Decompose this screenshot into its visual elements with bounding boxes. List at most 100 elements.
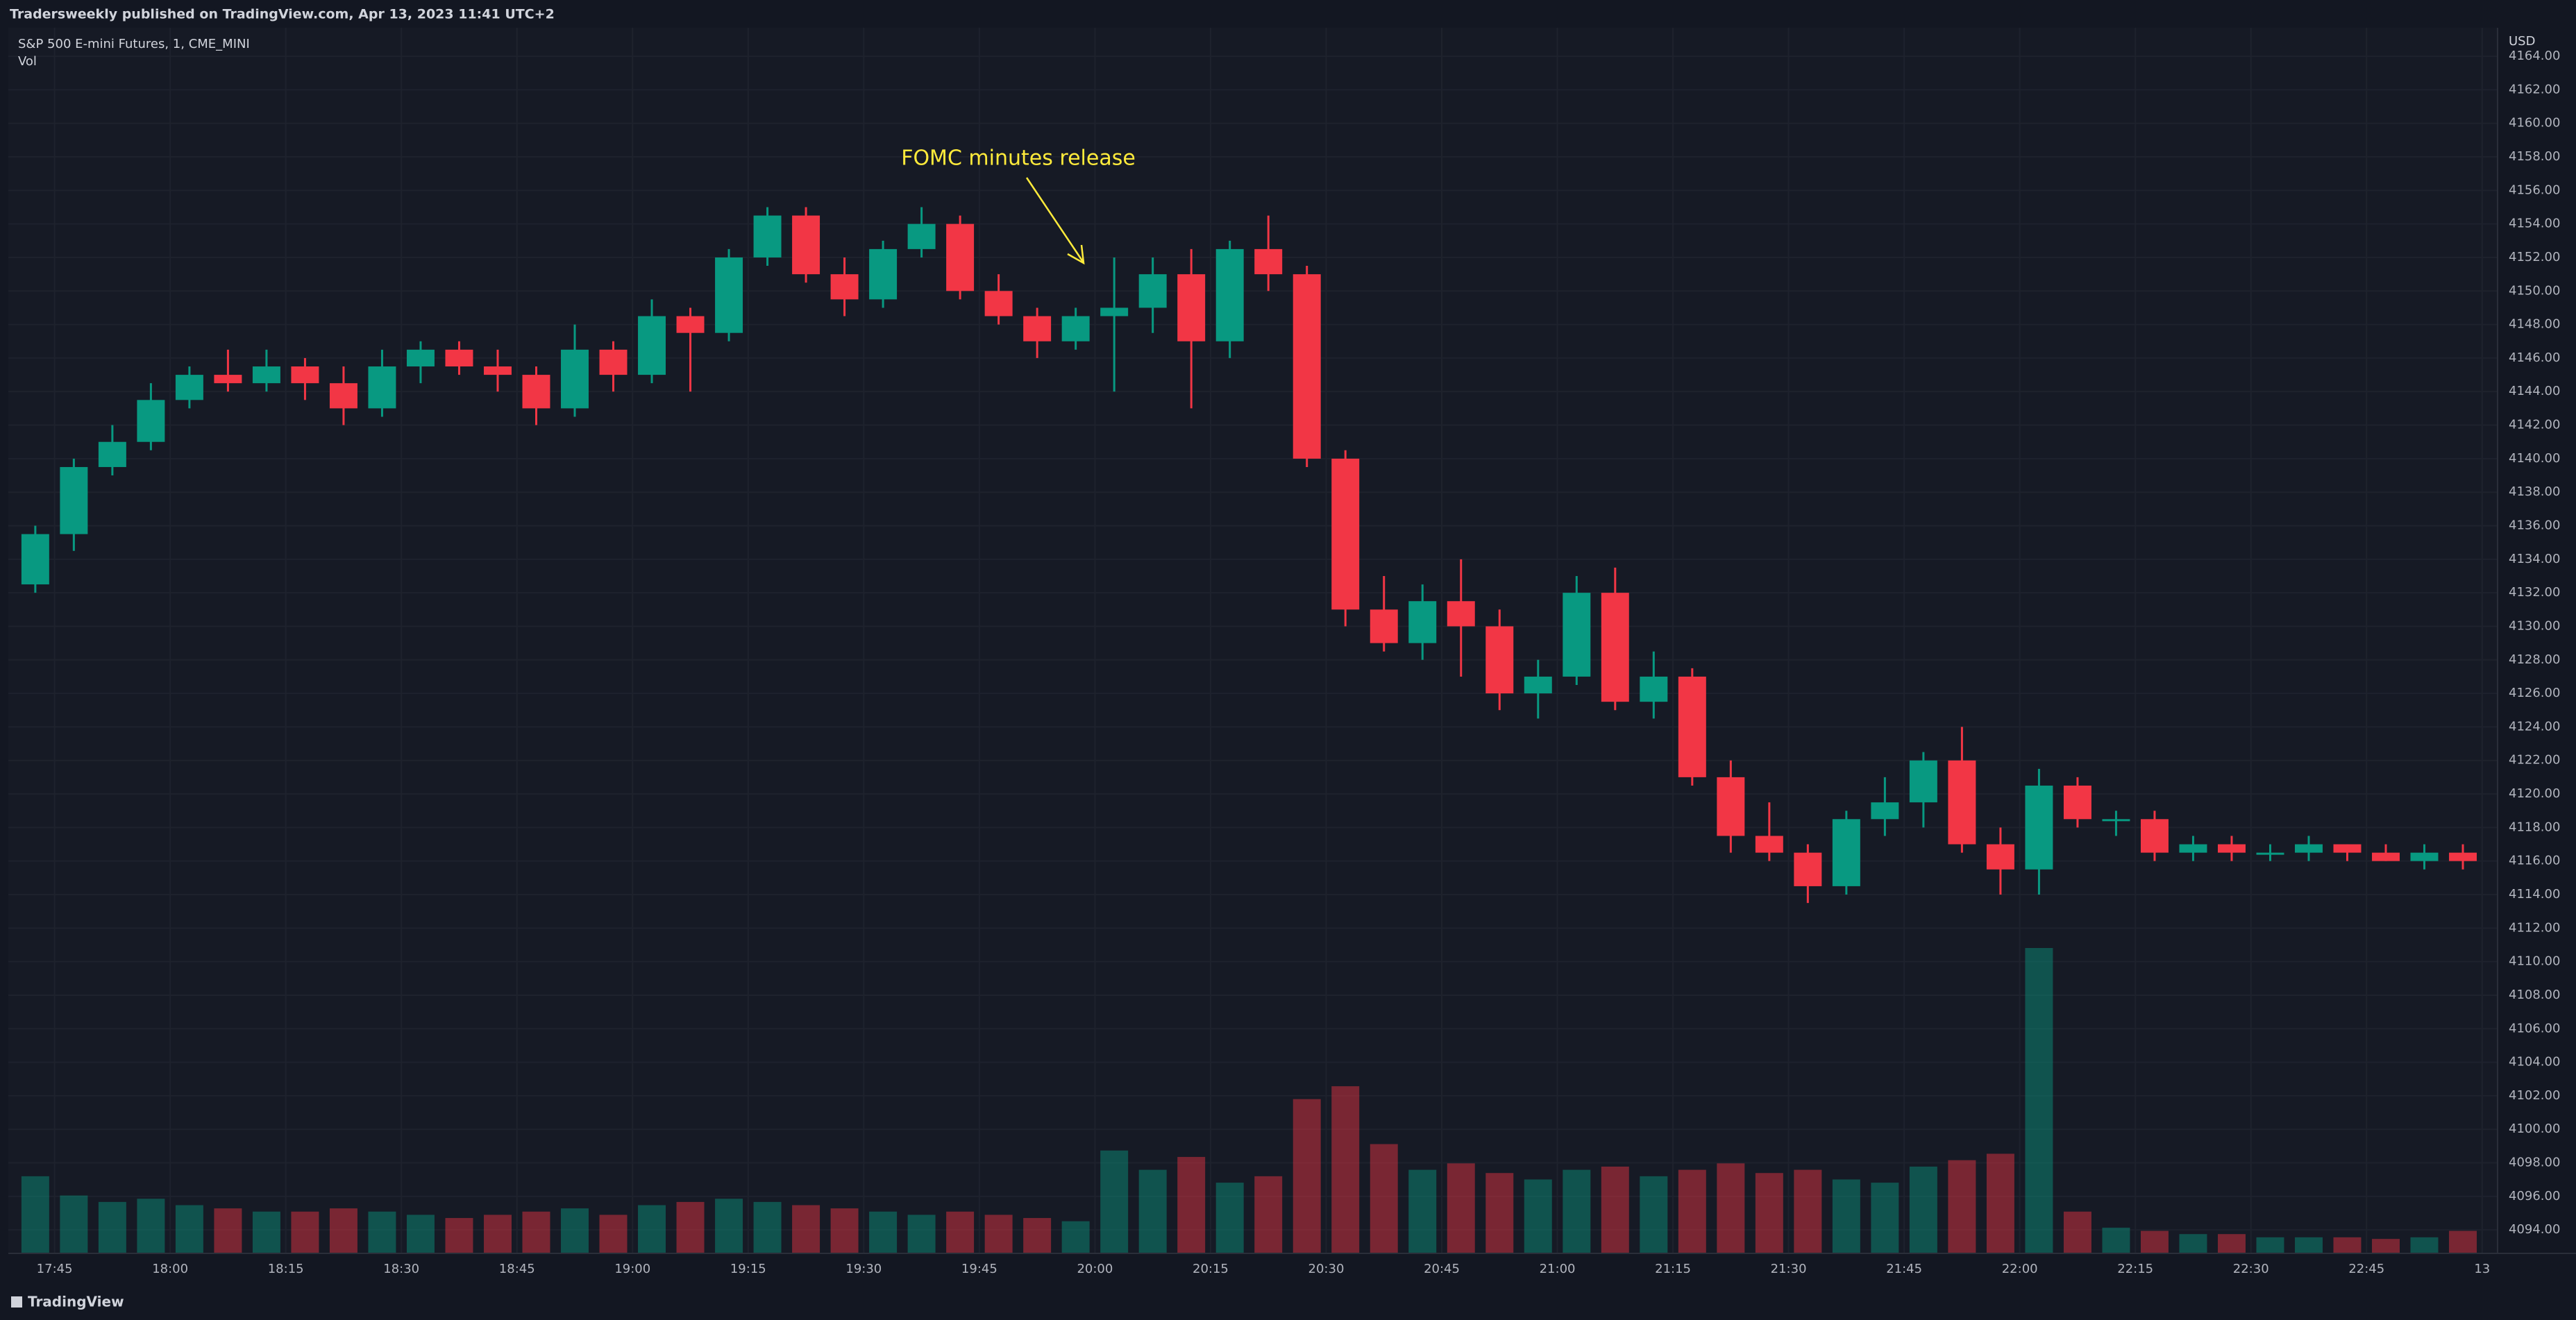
volume-bar	[792, 1205, 820, 1253]
volume-bar	[1794, 1169, 1822, 1253]
symbol[interactable]: S&P 500 E-mini Futures, 1, CME_MINI	[18, 37, 250, 51]
volume-bar	[1293, 1099, 1321, 1253]
candle-body	[2179, 844, 2207, 853]
candle-body	[445, 349, 473, 367]
y-tick-label: 4116.00	[2509, 854, 2560, 868]
y-tick-label: 4146.00	[2509, 350, 2560, 365]
candle-body	[599, 349, 628, 375]
candle-body	[1678, 676, 1706, 777]
candle-body	[291, 366, 319, 384]
y-tick-label: 4150.00	[2509, 283, 2560, 298]
candle-body	[2217, 844, 2246, 853]
volume-bar	[2256, 1237, 2284, 1253]
candle-body	[1177, 274, 1206, 341]
volume-bar	[137, 1199, 165, 1253]
x-tick-label: 20:00	[1077, 1262, 1113, 1276]
volume-bar	[1215, 1183, 1244, 1253]
volume-bar	[1100, 1150, 1129, 1253]
candle-body	[1948, 760, 1976, 845]
volume-bar	[291, 1211, 319, 1253]
candle-body	[98, 441, 126, 467]
volume-bar	[1524, 1179, 1552, 1253]
candle-body	[1563, 593, 1591, 677]
candle-body	[1909, 760, 1937, 803]
candle-body	[2256, 852, 2284, 855]
candle-body	[368, 366, 396, 409]
candle-body	[1986, 844, 2014, 870]
x-tick-label: 22:45	[2348, 1262, 2384, 1276]
y-tick-label: 4108.00	[2509, 988, 2560, 1002]
study[interactable]: Vol	[18, 54, 37, 69]
x-tick-label: 20:30	[1308, 1262, 1345, 1276]
x-tick-label: 18:15	[268, 1262, 304, 1276]
volume-bar	[445, 1218, 473, 1253]
volume-bar	[2372, 1239, 2400, 1253]
candle-body	[984, 291, 1013, 316]
candle-body	[1485, 626, 1514, 694]
currency: USD	[2509, 34, 2535, 49]
volume-bar	[1601, 1166, 1629, 1253]
volume-bar	[2217, 1234, 2246, 1253]
y-tick-label: 4140.00	[2509, 451, 2560, 466]
volume-bar	[2333, 1237, 2362, 1253]
volume-bar	[2140, 1230, 2169, 1253]
candle-body	[561, 349, 589, 409]
y-tick-label: 4142.00	[2509, 418, 2560, 432]
candle-body	[1832, 819, 1860, 886]
candle-body	[676, 316, 705, 333]
volume-bar	[869, 1211, 898, 1253]
arrow-head	[1067, 244, 1085, 265]
brand[interactable]: TradingView	[28, 1294, 124, 1310]
volume-bar	[1331, 1086, 1360, 1253]
annotation-arrow	[1025, 177, 1084, 262]
y-tick-label: 4102.00	[2509, 1088, 2560, 1103]
volume-bar	[1563, 1169, 1591, 1253]
volume-bar	[2025, 948, 2053, 1253]
grid	[8, 28, 2498, 1253]
volume-bar	[1640, 1176, 1668, 1253]
candle-body	[2333, 844, 2362, 853]
volume-bar	[406, 1215, 435, 1253]
x-tick-label: 19:00	[614, 1262, 650, 1276]
volume-bar	[1254, 1176, 1283, 1253]
x-tick-label: 21:15	[1655, 1262, 1691, 1276]
candle-body	[2295, 844, 2323, 853]
y-tick-label: 4112.00	[2509, 920, 2560, 935]
y-tick-label: 4158.00	[2509, 149, 2560, 164]
logo[interactable]	[11, 1296, 22, 1308]
volume-bar	[252, 1211, 280, 1253]
volume-bar	[2449, 1230, 2477, 1253]
y-tick-label: 4132.00	[2509, 585, 2560, 600]
candle-body	[329, 383, 357, 409]
candle-body	[1408, 601, 1437, 643]
candle-body	[1215, 248, 1244, 341]
y-tick-label: 4136.00	[2509, 518, 2560, 533]
candle-body	[946, 223, 975, 291]
x-tick-label: 22:30	[2233, 1262, 2269, 1276]
volume-bar	[2295, 1237, 2323, 1253]
volume-bar	[561, 1208, 589, 1253]
candle-body	[252, 366, 280, 384]
volume-bar	[1447, 1163, 1475, 1253]
x-tick-label: 22:15	[2117, 1262, 2153, 1276]
candle-body	[1601, 593, 1629, 702]
candle-body	[792, 215, 820, 275]
candle-body	[214, 375, 242, 384]
y-tick-label: 4094.00	[2509, 1222, 2560, 1237]
x-tick-label: 18:45	[499, 1262, 535, 1276]
candle-body	[753, 215, 782, 257]
volume-bar	[1370, 1144, 1398, 1253]
y-tick-label: 4144.00	[2509, 384, 2560, 398]
candle-body	[2372, 852, 2400, 861]
candle-body	[1640, 676, 1668, 702]
candle-body	[175, 375, 203, 400]
volume-bar	[522, 1211, 550, 1253]
candle-body	[1871, 802, 1899, 820]
publisher: Tradersweekly published on TradingView.c…	[10, 7, 555, 22]
x-tick-label: 20:45	[1424, 1262, 1460, 1276]
candle-body	[1331, 458, 1360, 610]
candle-body	[1254, 248, 1283, 275]
candle-body	[1447, 601, 1475, 627]
volume-pane	[21, 948, 2477, 1253]
